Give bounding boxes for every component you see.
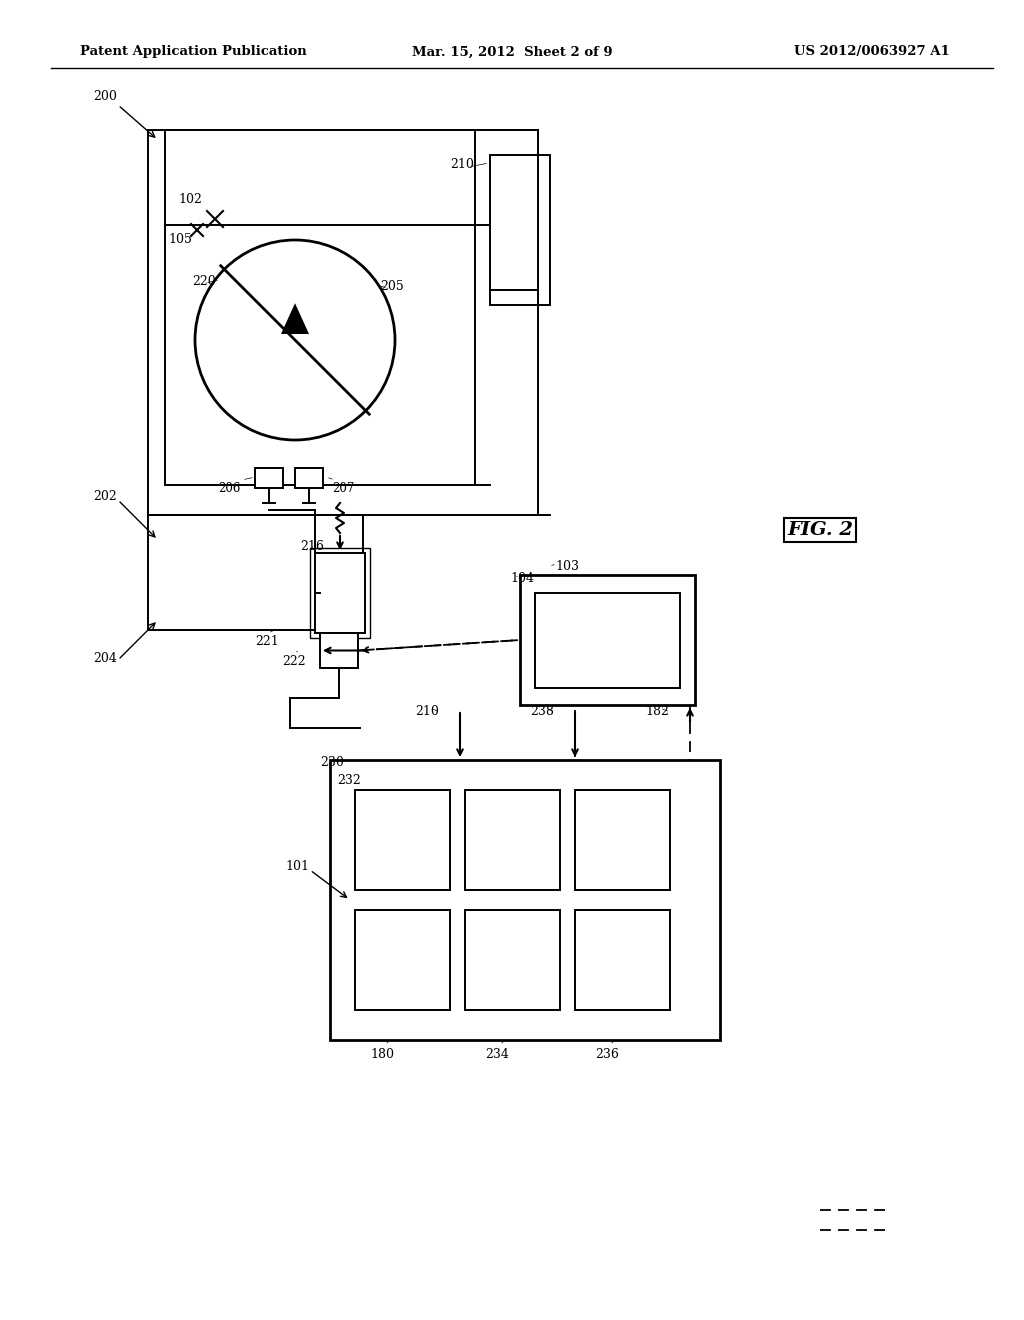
Bar — [520, 576, 695, 705]
Text: US 2012/0063927 A1: US 2012/0063927 A1 — [795, 45, 950, 58]
Text: 236: 236 — [595, 1048, 618, 1061]
Text: FIG. 2: FIG. 2 — [787, 521, 853, 539]
Text: 234: 234 — [485, 1048, 509, 1061]
Bar — [465, 789, 560, 890]
Bar — [310, 548, 370, 638]
Text: Mar. 15, 2012  Sheet 2 of 9: Mar. 15, 2012 Sheet 2 of 9 — [412, 45, 612, 58]
Text: 230: 230 — [319, 756, 344, 770]
Text: 207: 207 — [332, 482, 354, 495]
Text: 222: 222 — [282, 655, 305, 668]
Text: Patent Application Publication: Patent Application Publication — [80, 45, 307, 58]
Text: 104: 104 — [510, 572, 534, 585]
Bar — [355, 909, 450, 1010]
Text: 206: 206 — [218, 482, 241, 495]
Text: 180: 180 — [370, 1048, 394, 1061]
Text: 221: 221 — [255, 635, 279, 648]
Text: 105: 105 — [168, 234, 191, 246]
Text: 220: 220 — [193, 275, 216, 288]
Bar — [148, 129, 538, 515]
Bar — [165, 224, 475, 484]
Text: 216: 216 — [300, 540, 324, 553]
Bar — [575, 789, 670, 890]
Bar — [148, 515, 362, 630]
Bar — [465, 909, 560, 1010]
Text: 202: 202 — [93, 490, 117, 503]
Text: 210: 210 — [415, 705, 439, 718]
Text: 182: 182 — [645, 705, 669, 718]
Text: 205: 205 — [380, 280, 403, 293]
Text: 103: 103 — [555, 560, 579, 573]
Bar — [490, 154, 550, 305]
Text: 101: 101 — [285, 861, 309, 873]
Bar — [255, 469, 283, 488]
Bar — [535, 593, 680, 688]
Polygon shape — [281, 304, 309, 334]
Text: 204: 204 — [93, 652, 117, 665]
Bar — [315, 553, 365, 634]
Bar — [319, 634, 358, 668]
Text: 232: 232 — [337, 774, 360, 787]
Bar — [330, 760, 720, 1040]
Bar — [355, 789, 450, 890]
Bar — [575, 909, 670, 1010]
Text: 238: 238 — [530, 705, 554, 718]
Bar — [295, 469, 323, 488]
Text: 200: 200 — [93, 90, 117, 103]
Text: 102: 102 — [178, 193, 202, 206]
Text: 210: 210 — [450, 158, 474, 172]
